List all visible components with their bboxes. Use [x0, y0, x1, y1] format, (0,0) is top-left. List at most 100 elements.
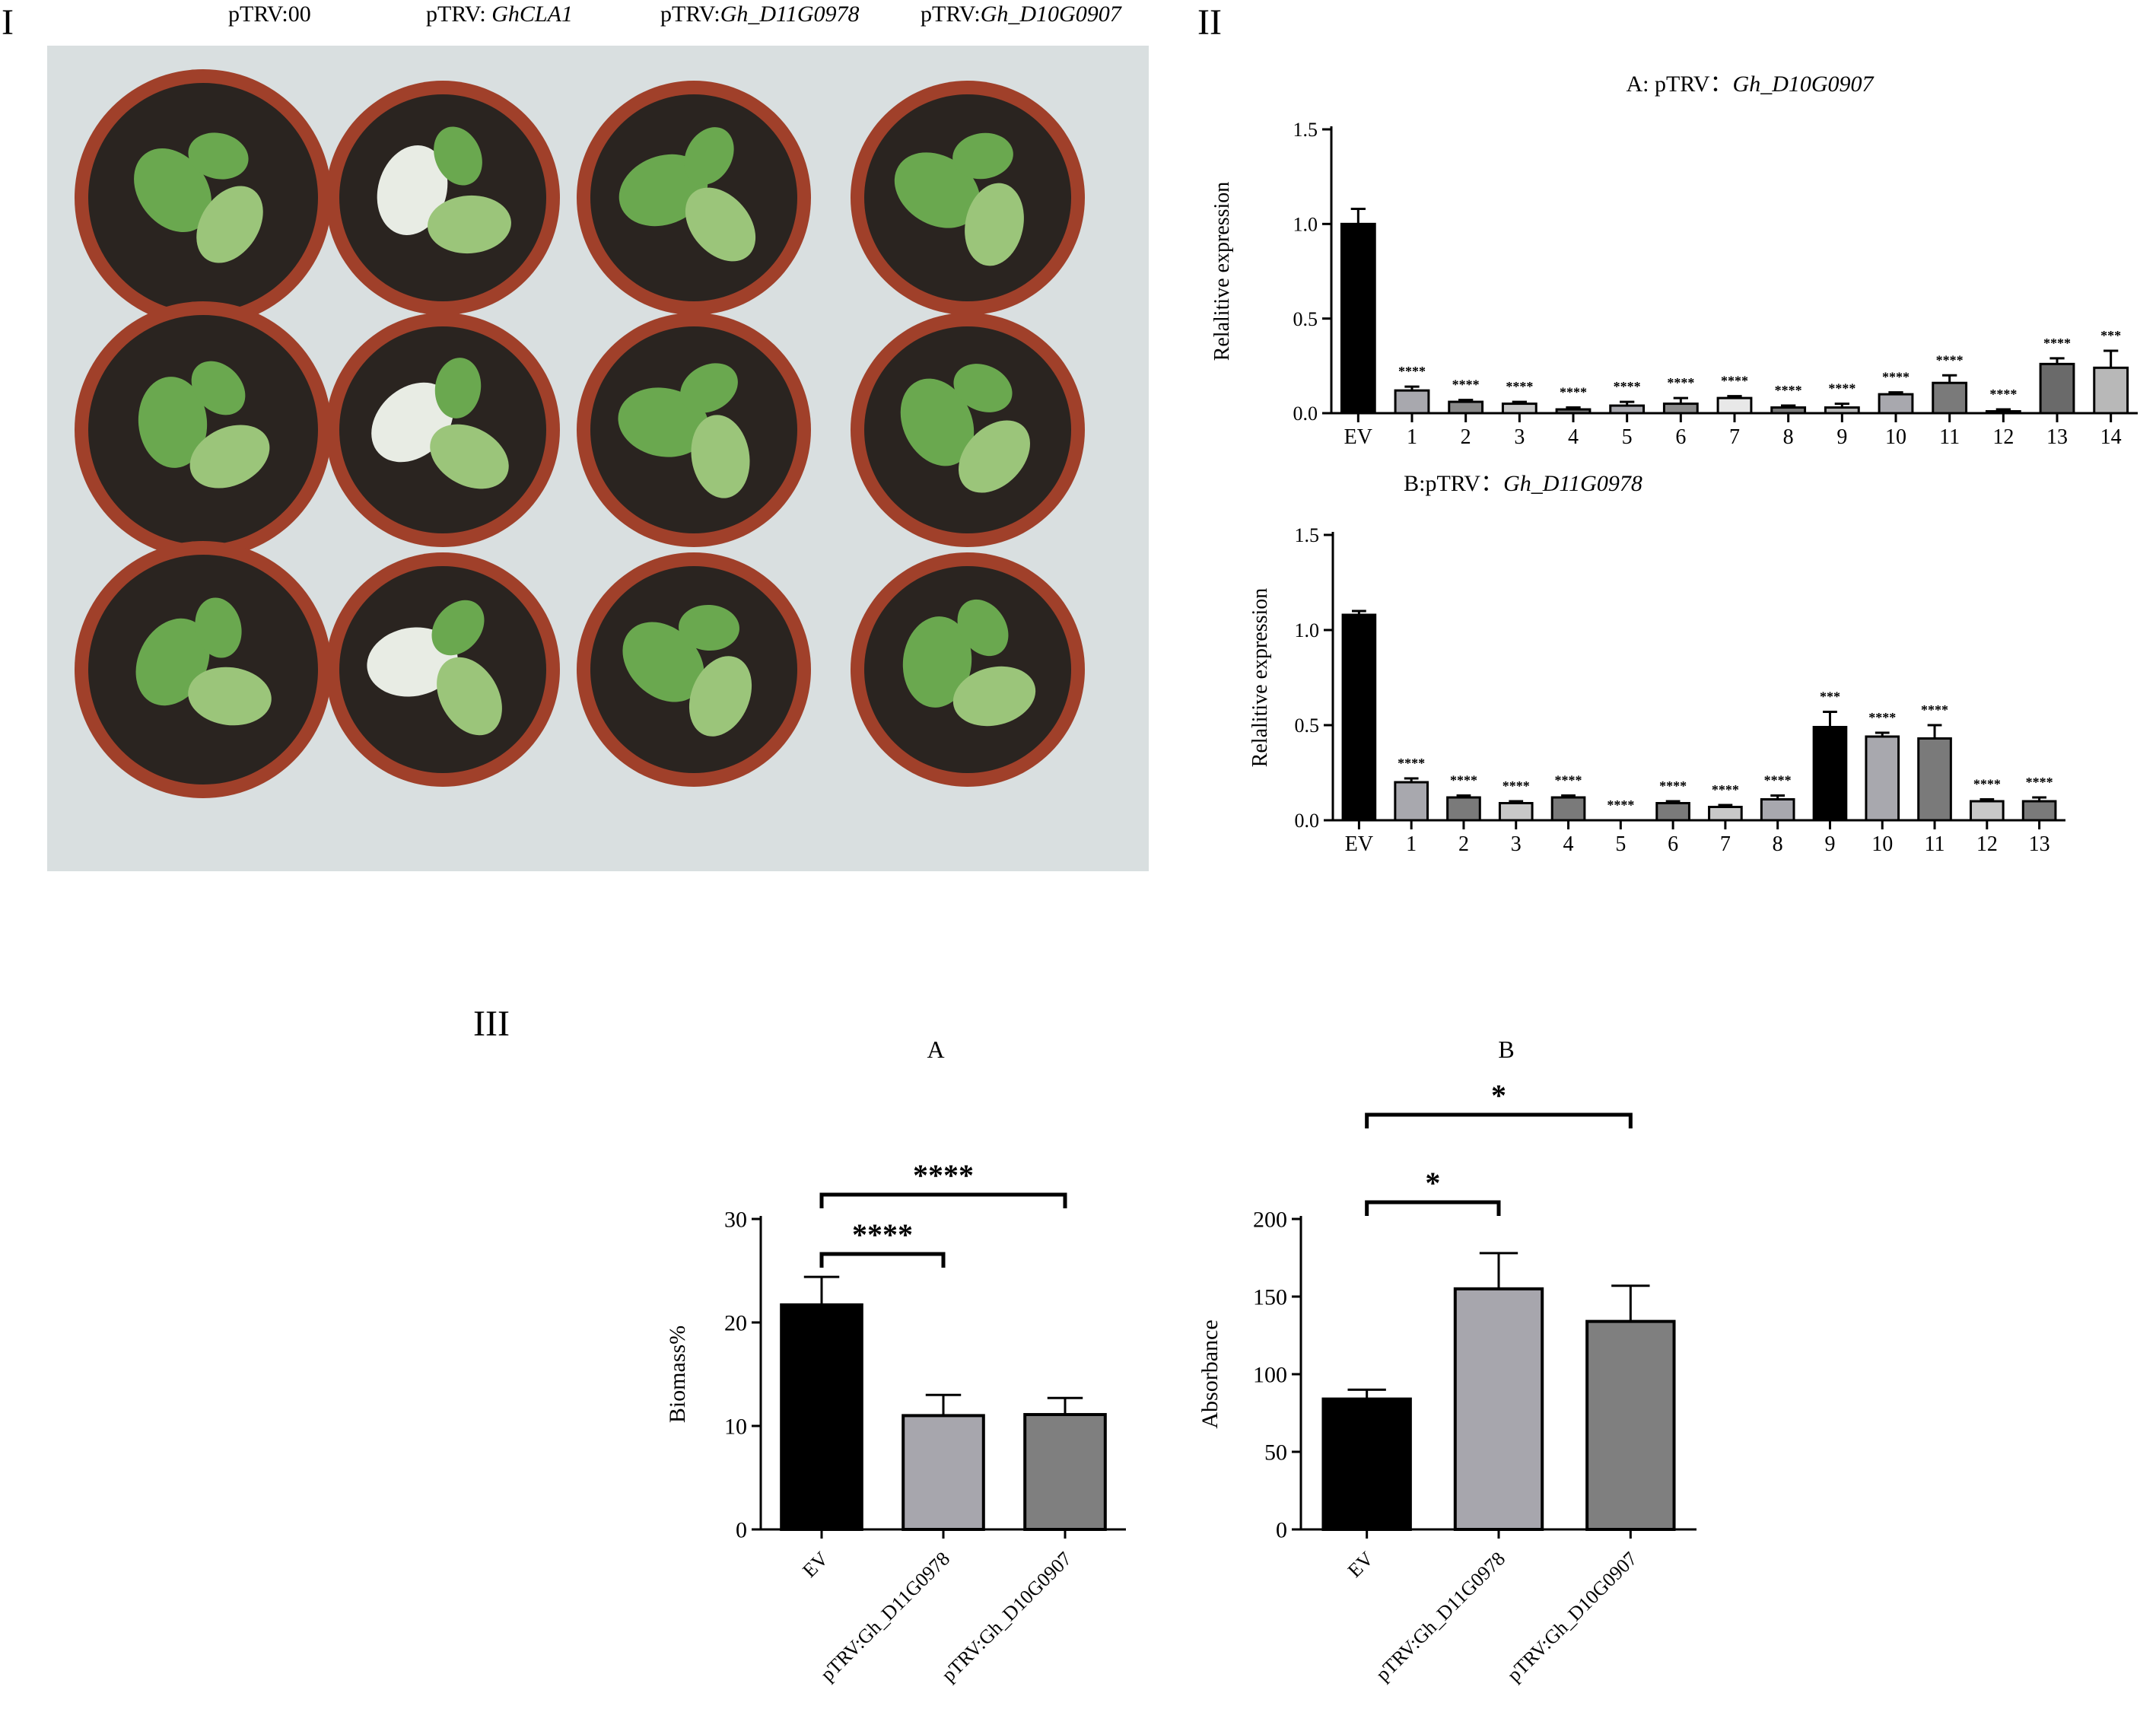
x-tick-label-1: 1 — [1407, 425, 1417, 449]
leaf — [680, 363, 738, 413]
significance-bracket — [819, 1192, 1067, 1208]
x-tick-label-pTRV:Gh_D11G0978: pTRV:Gh_D11G0978 — [1372, 1548, 1509, 1685]
y-tick-label: 0.5 — [1293, 308, 1318, 330]
x-tick-label-10: 10 — [1885, 425, 1906, 449]
y-tick-label: 10 — [724, 1415, 747, 1440]
photo-column-label-3: pTRV:Gh_D11G0978 — [660, 2, 860, 27]
x-tick-label-5: 5 — [1622, 425, 1633, 449]
pot-6 — [326, 313, 560, 547]
y-tick-label: 0.0 — [1295, 810, 1320, 832]
x-tick-label-7: 7 — [1720, 832, 1731, 856]
bar-10 — [1865, 735, 1900, 822]
bar-4 — [1555, 408, 1592, 415]
pot-1 — [75, 69, 332, 326]
leaf — [428, 195, 511, 254]
significance-bracket — [1365, 1112, 1633, 1128]
x-tick-label-14: 14 — [2100, 425, 2122, 449]
x-tick-label-3: 3 — [1514, 425, 1525, 449]
bar-EV — [780, 1303, 863, 1531]
bar-11 — [1917, 737, 1952, 822]
chart-relative-expression-d11g0978: B:pTRV：Gh_D11G0978 Relalitive expression 0… — [1248, 471, 2065, 856]
leaf — [965, 183, 1024, 266]
bar-4 — [1550, 796, 1586, 822]
x-tick-label-EV: EV — [1345, 832, 1373, 856]
bar-6 — [1662, 403, 1699, 415]
significance-2: **** — [1450, 773, 1477, 788]
bar-12 — [1985, 410, 2021, 415]
significance-11: **** — [1936, 352, 1964, 368]
x-tick-label-5: 5 — [1615, 832, 1626, 856]
y-tick-label: 0.5 — [1295, 714, 1320, 737]
pot-12 — [851, 552, 1085, 787]
bar-9 — [1812, 726, 1848, 822]
x-tick-label-pTRV:Gh_D10G0907: pTRV:Gh_D10G0907 — [1503, 1548, 1641, 1686]
significance-9: **** — [1828, 381, 1855, 396]
leaf — [952, 666, 1036, 727]
x-tick-label-8: 8 — [1783, 425, 1794, 449]
significance-12: **** — [1989, 387, 2017, 402]
y-tick-label: 150 — [1253, 1285, 1287, 1310]
leaf — [431, 600, 485, 656]
leaf — [188, 667, 272, 726]
leaf — [622, 622, 704, 702]
leaf — [191, 361, 246, 415]
bar-12 — [1969, 800, 2005, 822]
bar-7 — [1716, 396, 1753, 415]
bar-8 — [1770, 406, 1807, 415]
bar-8 — [1760, 798, 1795, 822]
y-tick-label: 0 — [736, 1518, 747, 1543]
leaf — [957, 599, 1009, 657]
x-tick-label-3: 3 — [1511, 832, 1522, 856]
y-tick-label: 200 — [1253, 1208, 1287, 1233]
leaf — [894, 152, 981, 228]
bar-2 — [1448, 400, 1484, 415]
pot-9 — [75, 541, 332, 798]
chart-title: B — [1498, 1036, 1514, 1063]
bar-3 — [1498, 802, 1534, 822]
x-tick-label-EV: EV — [798, 1548, 832, 1582]
leaf — [679, 604, 739, 651]
x-tick-label-8: 8 — [1773, 832, 1783, 856]
significance-12: **** — [1973, 777, 2001, 792]
y-tick-label: 1.0 — [1295, 619, 1320, 641]
y-tick-label: 1.5 — [1295, 524, 1320, 546]
significance-7: **** — [1721, 374, 1748, 389]
y-tick-label: 100 — [1253, 1363, 1287, 1388]
significance-6: **** — [1659, 778, 1687, 794]
chart-title: B:pTRV：Gh_D11G0978 — [1404, 471, 1642, 496]
x-tick-label-4: 4 — [1563, 832, 1574, 856]
bar-3 — [1501, 403, 1538, 415]
leaf — [195, 597, 242, 658]
significance-7: **** — [1712, 782, 1739, 797]
leaf — [953, 364, 1013, 412]
significance-3: **** — [1506, 379, 1533, 394]
pot-7 — [577, 313, 811, 547]
y-axis-label: Relalitive expression — [1210, 182, 1234, 361]
x-tick-label-10: 10 — [1871, 832, 1893, 856]
leaf — [900, 378, 975, 466]
bar-1 — [1394, 781, 1429, 822]
significance-bracket-label: **** — [852, 1217, 913, 1252]
bar-EV — [1321, 1397, 1412, 1532]
significance-bracket — [819, 1252, 946, 1268]
bar-1 — [1394, 389, 1430, 415]
y-tick-label: 0 — [1276, 1518, 1287, 1543]
y-tick-label: 50 — [1264, 1440, 1287, 1466]
significance-2: **** — [1452, 377, 1480, 393]
y-axis-label: Biomass% — [665, 1326, 690, 1423]
pot-5 — [75, 301, 332, 559]
y-tick-label: 0.0 — [1293, 403, 1318, 425]
bar-EV — [1340, 222, 1376, 415]
y-tick-label: 1.0 — [1293, 213, 1318, 235]
x-tick-label-2: 2 — [1458, 832, 1469, 856]
pot-4 — [851, 81, 1085, 315]
leaf — [434, 358, 482, 418]
x-tick-label-12: 12 — [1992, 425, 2014, 449]
leaf — [688, 656, 752, 737]
y-tick-label: 20 — [724, 1311, 747, 1336]
y-axis-label: Relalitive expression — [1248, 588, 1272, 768]
significance-6: **** — [1667, 375, 1694, 390]
x-tick-label-6: 6 — [1675, 425, 1686, 449]
significance-8: **** — [1764, 773, 1792, 788]
panel-label-iii: III — [473, 1004, 510, 1044]
